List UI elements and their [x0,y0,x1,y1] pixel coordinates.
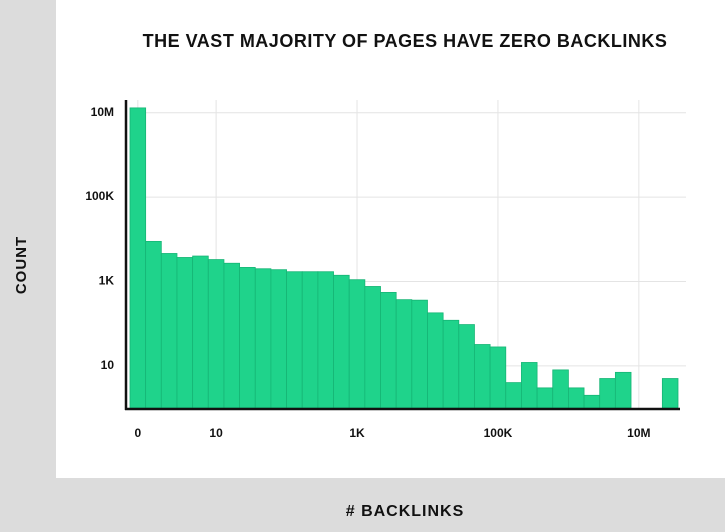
bar [458,324,475,409]
x-axis-label: # BACKLINKS [346,503,465,520]
x-tick-label: 0 [134,426,141,440]
y-tick-label: 100K [85,189,114,203]
x-label-strip [0,478,725,532]
chart-title: THE VAST MAJORITY OF PAGES HAVE ZERO BAC… [143,31,668,51]
bar [536,387,554,409]
bar [333,274,350,409]
bar [239,267,256,409]
bar [380,291,397,409]
tick-labels: 10 1K 100K 10M 0 10 1K 100K 10M [85,105,650,440]
bar [442,319,460,409]
bar [661,378,679,409]
bar [301,271,319,409]
bar [207,259,225,409]
x-tick-label: 10M [627,426,650,440]
bar [505,382,522,409]
bar [427,312,444,409]
bar [489,346,507,409]
bar [583,394,601,409]
x-tick-label: 10 [209,426,223,440]
bar [270,269,287,409]
bar [395,299,413,409]
x-tick-label: 100K [484,426,513,440]
bar [552,369,569,409]
bar [599,378,616,409]
bar [521,362,538,409]
bar [411,299,428,409]
bar [192,255,209,409]
bar [364,286,381,409]
bars [129,107,679,409]
bar [145,240,162,409]
bar [176,257,194,409]
bar [223,262,240,409]
bar [568,387,585,409]
bar [160,253,178,409]
bar [317,271,334,409]
bar [254,268,272,409]
bar [286,271,303,409]
bar [614,371,632,409]
y-label-strip [0,0,56,478]
y-tick-label: 10M [91,105,114,119]
bar [474,344,491,409]
y-tick-label: 1K [99,274,115,288]
x-tick-label: 1K [349,426,365,440]
bar [348,279,366,409]
bar [129,107,147,409]
y-tick-label: 10 [101,358,115,372]
y-axis-label: COUNT [13,236,30,294]
